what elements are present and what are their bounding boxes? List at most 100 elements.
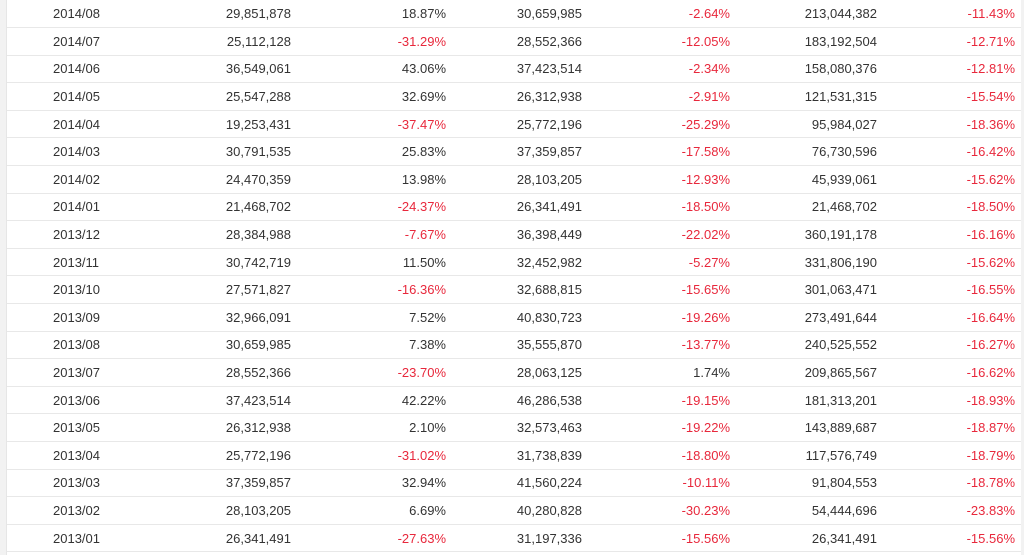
table-row: 2013/06 37,423,514 42.22% 46,286,538 -19.15%… [7, 386, 1021, 415]
cumulative-value-cell: 76,730,596 [730, 137, 877, 167]
change-cell: 7.52% [291, 303, 446, 332]
cumulative-value-cell: 240,525,552 [730, 331, 877, 360]
cumulative-value-cell: 26,341,491 [730, 524, 877, 553]
value-cell: 30,791,535 [145, 137, 291, 167]
value-cell: 30,659,985 [145, 331, 291, 360]
change-cell: 13.98% [291, 165, 446, 194]
compare-value-cell: 32,452,982 [446, 248, 582, 277]
month-cell: 2014/06 [7, 55, 145, 84]
table-row: 2014/02 24,470,359 13.98% 28,103,205 -12.93%… [7, 165, 1021, 194]
compare-value-cell: 26,312,938 [446, 82, 582, 111]
compare-value-cell: 32,573,463 [446, 413, 582, 442]
value-cell: 25,112,128 [145, 27, 291, 56]
cumulative-change-cell: -15.56% [877, 524, 1021, 553]
compare-change-cell: -30.23% [582, 496, 730, 525]
change-cell: 43.06% [291, 55, 446, 84]
month-cell: 2014/05 [7, 82, 145, 111]
value-cell: 26,312,938 [145, 413, 291, 442]
cumulative-value-cell: 45,939,061 [730, 165, 877, 194]
cumulative-value-cell: 117,576,749 [730, 441, 877, 470]
change-cell: -24.37% [291, 193, 446, 222]
month-cell: 2013/09 [7, 303, 145, 332]
compare-value-cell: 41,560,224 [446, 469, 582, 498]
value-cell: 36,549,061 [145, 55, 291, 84]
table-row: 2014/07 25,112,128 -31.29% 28,552,366 -12.05… [7, 27, 1021, 56]
table-row: 2014/04 19,253,431 -37.47% 25,772,196 -25.29… [7, 110, 1021, 139]
value-cell: 32,966,091 [145, 303, 291, 332]
table-row: 2013/01 26,341,491 -27.63% 31,197,336 -15.56… [7, 524, 1021, 553]
monthly-data-panel: 2014/08 29,851,878 18.87% 30,659,985 -2.64% 2… [6, 0, 1021, 555]
change-cell: -7.67% [291, 220, 446, 249]
cumulative-change-cell: -15.62% [877, 248, 1021, 277]
compare-change-cell: -12.93% [582, 165, 730, 194]
cumulative-value-cell: 331,806,190 [730, 248, 877, 277]
compare-value-cell: 40,280,828 [446, 496, 582, 525]
compare-value-cell: 37,423,514 [446, 55, 582, 84]
cumulative-change-cell: -18.36% [877, 110, 1021, 139]
month-cell: 2013/03 [7, 469, 145, 498]
month-cell: 2013/11 [7, 248, 145, 277]
value-cell: 21,468,702 [145, 193, 291, 222]
cumulative-change-cell: -15.62% [877, 165, 1021, 194]
month-cell: 2014/07 [7, 27, 145, 56]
table-row: 2013/07 28,552,366 -23.70% 28,063,125 1.74% 2… [7, 358, 1021, 387]
compare-change-cell: -15.56% [582, 524, 730, 553]
compare-value-cell: 28,103,205 [446, 165, 582, 194]
table-row: 2014/08 29,851,878 18.87% 30,659,985 -2.64% 2… [7, 0, 1021, 29]
change-cell: -23.70% [291, 358, 446, 387]
value-cell: 37,423,514 [145, 386, 291, 415]
compare-change-cell: -19.15% [582, 386, 730, 415]
compare-value-cell: 40,830,723 [446, 303, 582, 332]
change-cell: -16.36% [291, 275, 446, 305]
month-cell: 2014/01 [7, 193, 145, 222]
table-row: 2014/01 21,468,702 -24.37% 26,341,491 -18.50… [7, 193, 1021, 222]
month-cell: 2013/10 [7, 275, 145, 305]
table-row: 2013/03 37,359,857 32.94% 41,560,224 -10.11%… [7, 469, 1021, 498]
change-cell: 7.38% [291, 331, 446, 360]
change-cell: 18.87% [291, 0, 446, 29]
table-row: 2014/06 36,549,061 43.06% 37,423,514 -2.34% 1… [7, 55, 1021, 84]
table-row: 2013/12 28,384,988 -7.67% 36,398,449 -22.02%… [7, 220, 1021, 249]
cumulative-value-cell: 143,889,687 [730, 413, 877, 442]
compare-value-cell: 46,286,538 [446, 386, 582, 415]
value-cell: 30,742,719 [145, 248, 291, 277]
cumulative-value-cell: 91,804,553 [730, 469, 877, 498]
month-cell: 2013/12 [7, 220, 145, 249]
cumulative-value-cell: 181,313,201 [730, 386, 877, 415]
cumulative-value-cell: 273,491,644 [730, 303, 877, 332]
value-cell: 28,384,988 [145, 220, 291, 249]
cumulative-change-cell: -12.81% [877, 55, 1021, 84]
table-row: 2013/02 28,103,205 6.69% 40,280,828 -30.23% 5… [7, 496, 1021, 525]
compare-change-cell: -19.26% [582, 303, 730, 332]
compare-value-cell: 36,398,449 [446, 220, 582, 249]
compare-value-cell: 25,772,196 [446, 110, 582, 139]
cumulative-value-cell: 360,191,178 [730, 220, 877, 249]
cumulative-change-cell: -18.50% [877, 193, 1021, 222]
compare-change-cell: -2.64% [582, 0, 730, 29]
month-cell: 2013/02 [7, 496, 145, 525]
change-cell: -31.02% [291, 441, 446, 470]
cumulative-change-cell: -18.93% [877, 386, 1021, 415]
compare-change-cell: -25.29% [582, 110, 730, 139]
table-row: 2013/11 30,742,719 11.50% 32,452,982 -5.27% 3… [7, 248, 1021, 277]
cumulative-change-cell: -16.27% [877, 331, 1021, 360]
change-cell: 32.69% [291, 82, 446, 111]
cumulative-change-cell: -16.64% [877, 303, 1021, 332]
compare-change-cell: -19.22% [582, 413, 730, 442]
cumulative-value-cell: 95,984,027 [730, 110, 877, 139]
compare-change-cell: -15.65% [582, 275, 730, 305]
compare-value-cell: 26,341,491 [446, 193, 582, 222]
compare-change-cell: -13.77% [582, 331, 730, 360]
change-cell: -37.47% [291, 110, 446, 139]
table-row: 2013/08 30,659,985 7.38% 35,555,870 -13.77% 2… [7, 331, 1021, 360]
table-row: 2013/10 27,571,827 -16.36% 32,688,815 -15.65… [7, 275, 1021, 305]
cumulative-value-cell: 121,531,315 [730, 82, 877, 111]
value-cell: 24,470,359 [145, 165, 291, 194]
change-cell: 42.22% [291, 386, 446, 415]
table-row: 2014/05 25,547,288 32.69% 26,312,938 -2.91% 1… [7, 82, 1021, 111]
compare-value-cell: 31,197,336 [446, 524, 582, 553]
compare-value-cell: 28,552,366 [446, 27, 582, 56]
compare-value-cell: 28,063,125 [446, 358, 582, 387]
value-cell: 19,253,431 [145, 110, 291, 139]
compare-value-cell: 32,688,815 [446, 275, 582, 305]
